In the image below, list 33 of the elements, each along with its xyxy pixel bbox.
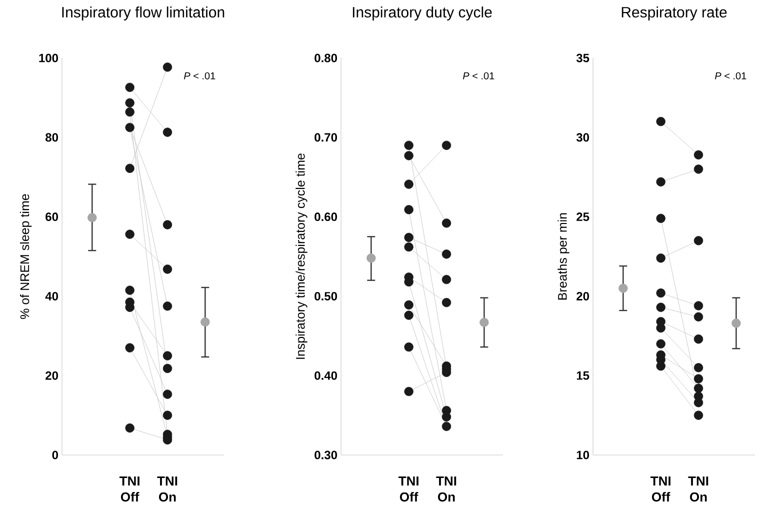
y-tick-label: 0.60 xyxy=(314,212,337,222)
x-tick-label: TNI Off xyxy=(119,476,140,502)
chart-title: Inspiratory duty cycle xyxy=(352,6,492,20)
x-tick-label: TNI On xyxy=(436,476,456,502)
y-tick-label: 20 xyxy=(576,292,589,300)
annotation: P < .01 xyxy=(714,72,746,80)
y-tick-label: 20 xyxy=(46,371,58,380)
y-tick-label: 0.50 xyxy=(314,292,337,300)
y-tick-label: 0 xyxy=(52,450,58,460)
y-tick-label: 40 xyxy=(45,292,58,300)
chart-title: Inspiratory flow limitation xyxy=(62,6,224,20)
x-tick-label: TNI On xyxy=(157,476,178,502)
chart-title: Respiratory rate xyxy=(622,6,727,20)
x-tick-label: TNI Off xyxy=(398,476,418,502)
y-tick-label: 100 xyxy=(39,54,58,62)
y-tick-label: 15 xyxy=(576,371,590,380)
y-tick-label: 0.80 xyxy=(314,54,337,62)
y-tick-label: 0.70 xyxy=(314,133,337,142)
y-tick-label: 80 xyxy=(46,133,58,142)
y-tick-label: 0.40 xyxy=(314,371,337,380)
x-tick-label: TNI On xyxy=(688,476,708,502)
y-axis-title: % of NREM sleep time xyxy=(20,194,32,319)
annotation: P < .01 xyxy=(184,72,216,80)
y-tick-label: 60 xyxy=(46,212,58,222)
y-tick-label: 25 xyxy=(576,212,590,222)
y-tick-label: 30 xyxy=(576,133,589,142)
y-tick-label: 10 xyxy=(576,450,589,460)
y-axis-title: Breaths per min xyxy=(558,213,570,300)
x-tick-label: TNI Off xyxy=(650,476,670,502)
annotation: P < .01 xyxy=(462,72,494,80)
y-axis-title: Inspiratory time/respiratory cycle time xyxy=(296,154,308,359)
y-tick-label: 0.30 xyxy=(314,450,337,460)
y-tick-label: 35 xyxy=(576,54,590,62)
